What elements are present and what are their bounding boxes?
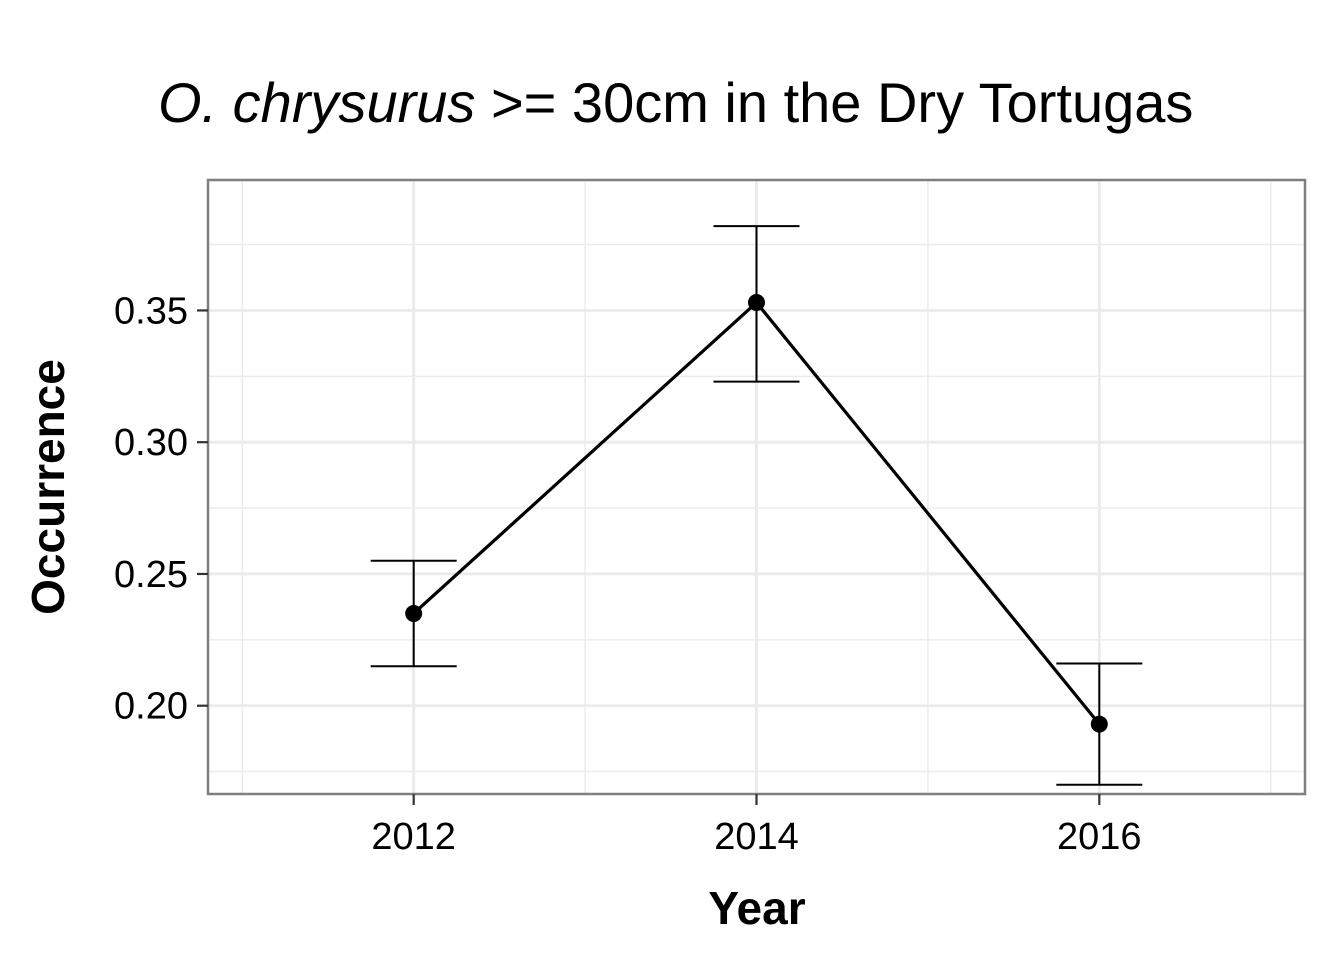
y-tick-label-2: 0.30: [114, 422, 188, 464]
data-point-2: [1090, 715, 1108, 733]
y-tick-label-1: 0.25: [114, 554, 188, 596]
data-point-0: [405, 604, 423, 622]
chart-title-rest: >= 30cm in the Dry Tortugas: [475, 71, 1193, 134]
data-marks: [370, 225, 1143, 786]
x-tick-label-2: 2016: [1057, 816, 1142, 858]
x-tick-label-1: 2014: [714, 816, 799, 858]
y-tick-label-3: 0.35: [114, 290, 188, 332]
y-axis-title: Occurrence: [22, 359, 74, 615]
chart-title-species: O. chrysurus: [158, 71, 475, 134]
chart-title: O. chrysurus >= 30cm in the Dry Tortugas: [158, 71, 1193, 134]
data-point-1: [748, 294, 765, 312]
y-tick-label-0: 0.20: [114, 686, 188, 728]
x-tick-label-0: 2012: [371, 816, 456, 858]
x-axis-title: Year: [708, 882, 805, 934]
axis-ticks: 0.20 0.25 0.30 0.35 2012 2014 2016: [114, 290, 1142, 858]
